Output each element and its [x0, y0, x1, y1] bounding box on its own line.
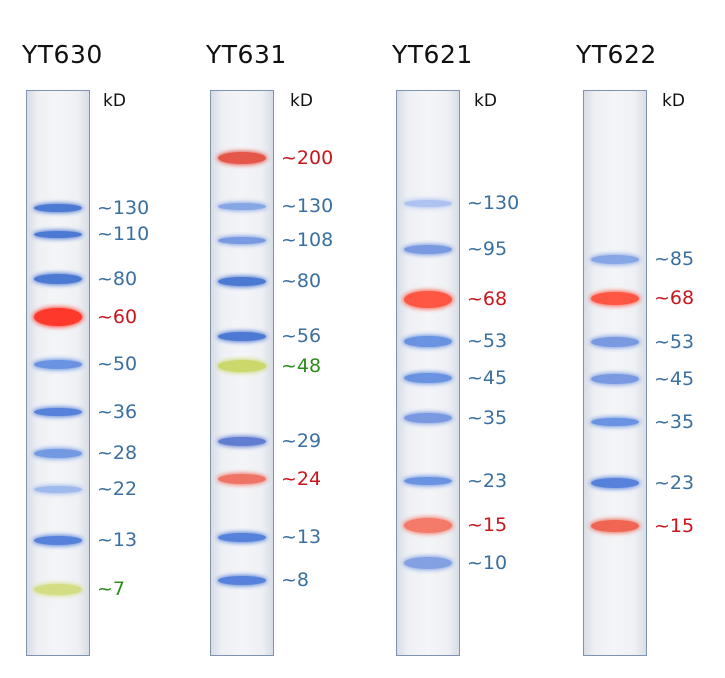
band-size-label: ~23 — [654, 472, 695, 494]
ladder-band — [34, 274, 82, 284]
ladder-band — [591, 478, 639, 488]
ladder-band — [404, 199, 452, 207]
units-label: kD — [103, 91, 126, 111]
ladder-band — [34, 230, 82, 238]
band-size-label: ~15 — [654, 515, 695, 537]
band-size-label: ~56 — [281, 325, 322, 347]
ladder-title-yt630: YT630 — [22, 40, 103, 69]
band-size-label: ~15 — [467, 514, 508, 536]
band-size-label: ~35 — [467, 407, 508, 429]
band-size-label: ~13 — [97, 529, 138, 551]
ladder-band — [218, 474, 266, 484]
ladder-band — [404, 335, 452, 347]
gel-lane-yt631 — [210, 90, 274, 656]
ladder-band — [34, 448, 82, 458]
ladder-band — [404, 557, 452, 569]
ladder-band — [218, 360, 266, 372]
band-size-label: ~50 — [97, 353, 138, 375]
ladder-band — [218, 436, 266, 446]
units-label: kD — [662, 91, 685, 111]
units-label: kD — [474, 91, 497, 111]
ladder-band — [218, 575, 266, 585]
ladder-band — [591, 291, 639, 305]
ladder-band — [404, 373, 452, 383]
ladder-band — [404, 244, 452, 254]
band-size-label: ~130 — [467, 192, 520, 214]
ladder-band — [34, 204, 82, 212]
band-size-label: ~24 — [281, 468, 322, 490]
band-size-label: ~36 — [97, 401, 138, 423]
ladder-band — [404, 413, 452, 423]
band-size-label: ~68 — [654, 287, 695, 309]
ladder-band — [34, 359, 82, 369]
band-size-label: ~45 — [467, 367, 508, 389]
ladder-band — [591, 418, 639, 426]
band-size-label: ~10 — [467, 552, 508, 574]
band-size-label: ~130 — [97, 197, 150, 219]
ladder-band — [218, 152, 266, 164]
band-size-label: ~110 — [97, 223, 150, 245]
band-size-label: ~22 — [97, 478, 138, 500]
band-size-label: ~200 — [281, 147, 334, 169]
band-size-label: ~53 — [467, 330, 508, 352]
ladder-band — [34, 535, 82, 545]
band-size-label: ~48 — [281, 355, 322, 377]
band-size-label: ~45 — [654, 368, 695, 390]
units-label: kD — [290, 91, 313, 111]
ladder-band — [218, 236, 266, 244]
ladder-band — [34, 308, 82, 326]
ladder-band — [591, 337, 639, 347]
ladder-title-yt622: YT622 — [576, 40, 657, 69]
ladder-band — [34, 583, 82, 595]
band-size-label: ~8 — [281, 569, 310, 591]
band-size-label: ~68 — [467, 288, 508, 310]
ladder-title-yt621: YT621 — [392, 40, 473, 69]
band-size-label: ~35 — [654, 411, 695, 433]
band-size-label: ~29 — [281, 430, 322, 452]
ladder-band — [34, 408, 82, 416]
ladder-band — [218, 276, 266, 286]
ladder-band — [591, 374, 639, 384]
band-size-label: ~13 — [281, 526, 322, 548]
band-size-label: ~108 — [281, 229, 334, 251]
band-size-label: ~7 — [97, 578, 126, 600]
ladder-band — [218, 532, 266, 542]
band-size-label: ~85 — [654, 248, 695, 270]
gel-lane-yt622 — [583, 90, 647, 656]
band-size-label: ~60 — [97, 306, 138, 328]
ladder-band — [404, 477, 452, 485]
ladder-band — [34, 485, 82, 493]
band-size-label: ~80 — [281, 270, 322, 292]
band-size-label: ~53 — [654, 331, 695, 353]
ladder-band — [404, 290, 452, 308]
band-size-label: ~80 — [97, 268, 138, 290]
ladder-band — [404, 517, 452, 533]
band-size-label: ~130 — [281, 195, 334, 217]
band-size-label: ~95 — [467, 238, 508, 260]
band-size-label: ~23 — [467, 470, 508, 492]
band-size-label: ~28 — [97, 442, 138, 464]
ladder-band — [218, 202, 266, 210]
ladder-band — [218, 331, 266, 341]
ladder-band — [591, 254, 639, 264]
gel-lane-yt630 — [26, 90, 90, 656]
ladder-band — [591, 520, 639, 532]
ladder-title-yt631: YT631 — [206, 40, 287, 69]
